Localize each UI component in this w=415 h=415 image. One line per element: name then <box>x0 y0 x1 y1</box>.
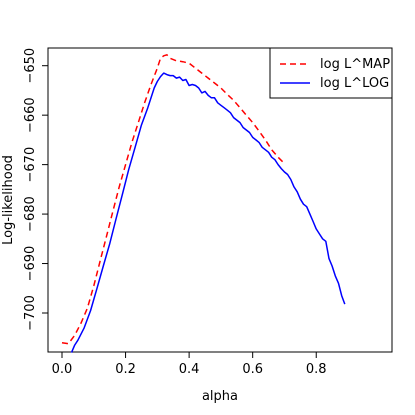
series-line-map <box>61 54 286 345</box>
x-tick-label: 0.6 <box>242 362 263 377</box>
y-tick-label: −700 <box>23 295 38 331</box>
legend: log L^MAP log L^LOG <box>269 47 393 99</box>
x-tick-label: 0.4 <box>179 362 200 377</box>
y-tick-label: −660 <box>23 97 38 133</box>
x-tick-label: 0.0 <box>52 362 73 377</box>
series-line-log <box>70 72 346 353</box>
y-tick-label: −650 <box>23 48 38 84</box>
y-tick-label: −670 <box>23 147 38 183</box>
x-tick-label: 0.2 <box>115 362 136 377</box>
y-axis: −700 −690 −680 −670 −660 −650 <box>23 48 49 331</box>
series-layer <box>61 54 346 353</box>
legend-label-log: log L^LOG <box>320 76 389 91</box>
y-tick-label: −690 <box>23 246 38 282</box>
legend-label-map: log L^MAP <box>320 57 390 72</box>
x-axis-title: alpha <box>202 389 238 404</box>
x-axis: 0.0 0.2 0.4 0.6 0.8 <box>52 351 327 377</box>
x-tick-label: 0.8 <box>306 362 327 377</box>
y-axis-title: Log-likelihood <box>1 155 16 245</box>
y-tick-label: −680 <box>23 196 38 232</box>
legend-box <box>269 47 393 99</box>
